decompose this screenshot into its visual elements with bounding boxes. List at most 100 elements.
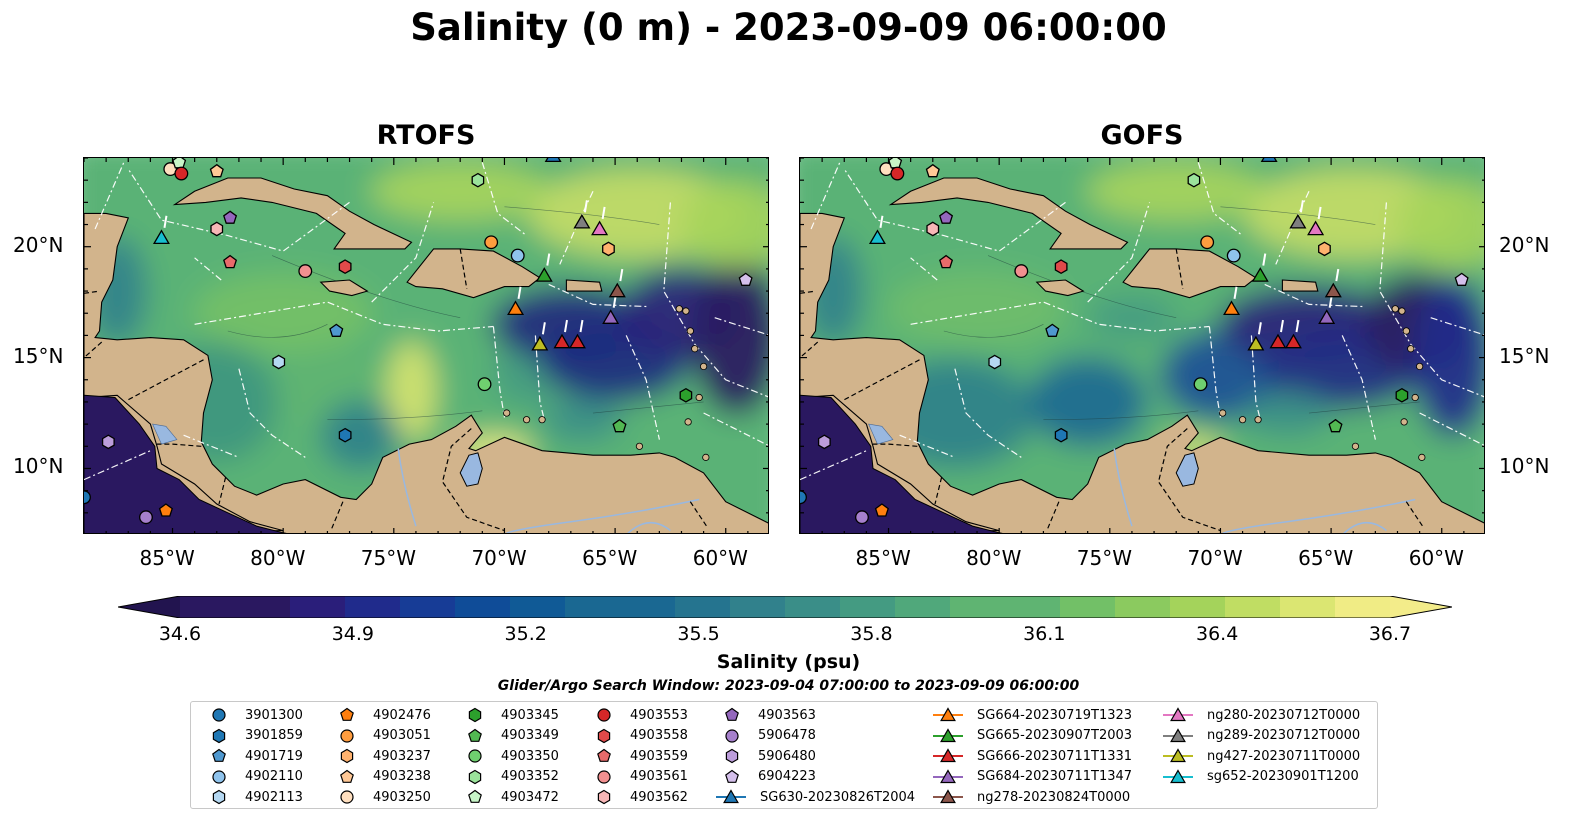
float-4903562[interactable] bbox=[210, 221, 224, 237]
glider-ng280-20230712T0000[interactable] bbox=[591, 220, 609, 236]
float-4903345[interactable] bbox=[679, 387, 693, 403]
glider-SG684-20230711T1347[interactable] bbox=[602, 309, 620, 324]
float-4903352[interactable] bbox=[1187, 172, 1201, 188]
glider-sg652-20230901T1200[interactable] bbox=[152, 229, 170, 245]
float-5906478[interactable] bbox=[855, 510, 869, 525]
legend-label: SG684-20230711T1347 bbox=[977, 769, 1133, 785]
legend-item: 6904223 bbox=[714, 767, 816, 787]
legend-triangle-icon bbox=[1163, 769, 1193, 783]
glider-ng278-20230824T0000[interactable] bbox=[1324, 282, 1342, 298]
float-4903563[interactable] bbox=[223, 210, 238, 224]
y-tick-label: 20°N bbox=[13, 232, 64, 257]
float-5906480[interactable] bbox=[101, 434, 115, 450]
float-3901859[interactable] bbox=[338, 427, 352, 443]
glider-SG630-20230826T2004[interactable] bbox=[544, 158, 562, 163]
float-4902110[interactable] bbox=[510, 248, 525, 263]
float-6904223[interactable] bbox=[1454, 272, 1469, 286]
legend-item: 3901300 bbox=[201, 705, 303, 725]
glider-SG665-20230907T2003[interactable] bbox=[535, 267, 553, 282]
colorbar-segment bbox=[620, 596, 676, 618]
legend-item: ng427-20230711T0000 bbox=[1161, 746, 1360, 766]
colorbar-segment bbox=[565, 596, 621, 618]
float-4903238[interactable] bbox=[209, 163, 224, 178]
float-4903350[interactable] bbox=[1193, 377, 1208, 392]
float-5906480[interactable] bbox=[817, 434, 831, 450]
glider-extra-glider[interactable] bbox=[553, 333, 571, 349]
panel-title-rtofs: RTOFS bbox=[376, 120, 476, 151]
float-4903561[interactable] bbox=[1014, 264, 1029, 279]
float-4902476[interactable] bbox=[158, 503, 173, 517]
float-4903345[interactable] bbox=[1395, 387, 1409, 403]
float-4903472[interactable] bbox=[888, 158, 903, 169]
float-4903349[interactable] bbox=[612, 418, 627, 433]
glider-ng280-20230712T0000[interactable] bbox=[1307, 220, 1325, 236]
float-4903553[interactable] bbox=[890, 166, 905, 181]
glider-ng427-20230711T0000[interactable] bbox=[1247, 335, 1265, 351]
colorbar-segment bbox=[1115, 596, 1171, 618]
float-4903051[interactable] bbox=[484, 235, 499, 250]
glider-ng427-20230711T0000[interactable] bbox=[531, 335, 549, 351]
glider-sg652-20230901T1200[interactable] bbox=[868, 229, 886, 245]
rtofs-map-canvas bbox=[84, 158, 768, 533]
float-4903562[interactable] bbox=[926, 221, 940, 237]
float-4903349[interactable] bbox=[1328, 418, 1343, 433]
legend-label: 5906478 bbox=[758, 728, 816, 744]
float-4901719[interactable] bbox=[329, 323, 344, 337]
legend-label: 4902110 bbox=[245, 769, 303, 785]
float-4903238[interactable] bbox=[925, 163, 940, 178]
float-4903051[interactable] bbox=[1200, 235, 1215, 250]
legend-item: 4903349 bbox=[457, 726, 559, 746]
float-4903472[interactable] bbox=[172, 158, 187, 169]
float-4903350[interactable] bbox=[477, 377, 492, 392]
glider-ng289-20230712T0000[interactable] bbox=[573, 213, 591, 229]
float-4903237[interactable] bbox=[602, 241, 615, 257]
float-4903561[interactable] bbox=[298, 264, 313, 279]
land-2 bbox=[319, 279, 369, 297]
float-4903558[interactable] bbox=[338, 259, 352, 275]
main-title: Salinity (0 m) - 2023-09-09 06:00:00 bbox=[410, 6, 1167, 49]
float-3901300[interactable] bbox=[800, 490, 807, 505]
legend-item: 4903562 bbox=[586, 787, 688, 807]
glider-extra-glider[interactable] bbox=[1269, 333, 1287, 349]
legend-item: 5906480 bbox=[714, 746, 816, 766]
float-4903352[interactable] bbox=[471, 172, 485, 188]
legend-label: 4903563 bbox=[758, 707, 816, 723]
colorbar-extend-low bbox=[118, 596, 180, 618]
float-3901300[interactable] bbox=[84, 490, 91, 505]
glider-SG630-20230826T2004[interactable] bbox=[1260, 158, 1278, 163]
float-4902110[interactable] bbox=[1226, 248, 1241, 263]
float-5906478[interactable] bbox=[139, 510, 153, 525]
legend-item: 4902113 bbox=[201, 787, 303, 807]
gofs-map[interactable] bbox=[799, 157, 1485, 534]
rtofs-map[interactable] bbox=[83, 157, 769, 534]
glider-SG684-20230711T1347[interactable] bbox=[1318, 309, 1336, 324]
legend-circle-icon bbox=[212, 770, 226, 784]
legend-hexagon-icon bbox=[340, 748, 354, 764]
float-3901859[interactable] bbox=[1054, 427, 1068, 443]
float-4902113[interactable] bbox=[272, 354, 286, 370]
colorbar-tick-label: 36.1 bbox=[1023, 623, 1066, 645]
float-6904223[interactable] bbox=[738, 272, 753, 286]
float-4902113[interactable] bbox=[988, 354, 1002, 370]
float-4903553[interactable] bbox=[174, 166, 189, 181]
glider-SG665-20230907T2003[interactable] bbox=[1251, 267, 1269, 282]
glider-SG664-20230719T1323[interactable] bbox=[507, 300, 525, 316]
float-4901719[interactable] bbox=[1045, 323, 1060, 337]
float-4902476[interactable] bbox=[874, 503, 889, 517]
float-4903563[interactable] bbox=[939, 210, 954, 224]
float-4903559[interactable] bbox=[939, 254, 954, 269]
glider-SG666-20230711T1331[interactable] bbox=[1284, 333, 1302, 349]
float-4903559[interactable] bbox=[223, 254, 238, 269]
colorbar-segment bbox=[235, 596, 291, 618]
float-4903558[interactable] bbox=[1054, 259, 1068, 275]
glider-SG664-20230719T1323[interactable] bbox=[1223, 300, 1241, 316]
float-4903237[interactable] bbox=[1318, 241, 1331, 257]
legend-circle-icon bbox=[597, 770, 611, 784]
glider-SG666-20230711T1331[interactable] bbox=[568, 333, 586, 349]
legend-pentagon-icon bbox=[212, 748, 226, 763]
legend-label: 4903553 bbox=[630, 707, 688, 723]
legend-item: 4903563 bbox=[714, 705, 816, 725]
legend-item: ng289-20230712T0000 bbox=[1161, 726, 1360, 746]
glider-ng289-20230712T0000[interactable] bbox=[1289, 213, 1307, 229]
glider-ng278-20230824T0000[interactable] bbox=[608, 282, 626, 298]
